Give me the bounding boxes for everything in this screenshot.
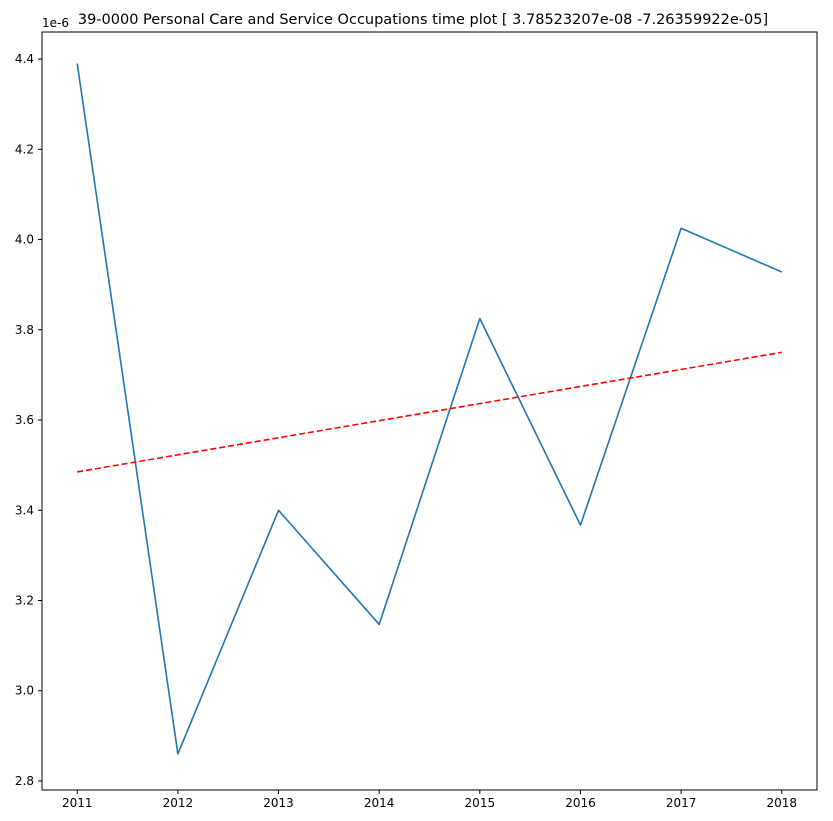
trend-line bbox=[77, 351, 782, 473]
data-line bbox=[76, 63, 783, 755]
chart-title: 39-0000 Personal Care and Service Occupa… bbox=[78, 12, 768, 28]
y-axis: 2.8 3.0 3.2 3.4 3.6 3.8 4.0 4.2 4.4 bbox=[15, 52, 42, 788]
x-tick-label: 2012 bbox=[163, 796, 194, 810]
x-tick-label: 2017 bbox=[666, 796, 697, 810]
y-tick-label: 2.8 bbox=[15, 774, 34, 788]
y-tick-label: 4.2 bbox=[15, 142, 34, 156]
plot-area-frame bbox=[41, 31, 818, 791]
y-tick-label: 3.0 bbox=[15, 684, 34, 698]
y-tick-label: 3.8 bbox=[15, 323, 34, 337]
x-axis: 2011 2012 2013 2014 2015 2016 2017 2018 bbox=[62, 790, 797, 810]
x-tick-label: 2011 bbox=[62, 796, 93, 810]
y-tick-label: 4.0 bbox=[15, 233, 34, 247]
x-tick-label: 2013 bbox=[263, 796, 294, 810]
series-layer bbox=[76, 63, 783, 755]
y-tick-label: 3.4 bbox=[15, 503, 34, 517]
x-tick-label: 2014 bbox=[364, 796, 395, 810]
y-offset-label: 1e-6 bbox=[42, 16, 69, 30]
x-tick-label: 2015 bbox=[465, 796, 496, 810]
x-tick-label: 2016 bbox=[565, 796, 596, 810]
y-tick-label: 3.6 bbox=[15, 413, 34, 427]
y-tick-label: 4.4 bbox=[15, 52, 34, 66]
y-tick-label: 3.2 bbox=[15, 594, 34, 608]
x-tick-label: 2018 bbox=[766, 796, 797, 810]
